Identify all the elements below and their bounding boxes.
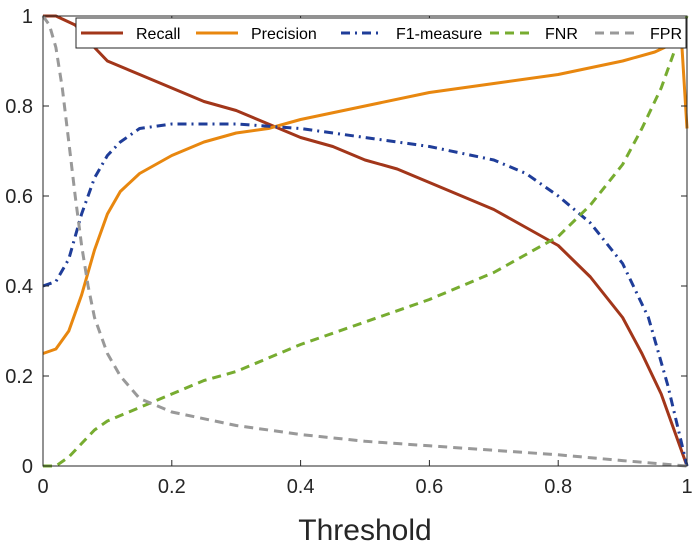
y-tick-label: 0.6	[5, 186, 33, 208]
series-line-precision	[42, 23, 689, 355]
y-tick-label: 0.2	[5, 366, 33, 388]
x-axis: 0 0.2 0.4 0.6 0.8 1	[37, 16, 693, 498]
series-line-f1-measure	[42, 122, 689, 467]
x-tick-label: 0.2	[158, 476, 186, 498]
y-axis: 0 0.2 0.4 0.6 0.8 1	[5, 6, 687, 478]
x-tick-label: 0.6	[415, 476, 443, 498]
legend-label: FPR	[650, 26, 682, 43]
legend-label: Precision	[251, 26, 317, 43]
y-tick-label: 0.4	[5, 276, 33, 298]
legend-box	[75, 17, 687, 49]
x-tick-label: 0	[37, 476, 48, 498]
y-tick-label: 1	[22, 6, 33, 28]
plot-lines	[41, 14, 689, 468]
y-tick-label: 0.8	[5, 96, 33, 118]
x-tick-label: 0.8	[544, 476, 572, 498]
legend: Recall Precision F1-measure FNR FPR	[75, 17, 687, 49]
axes-box	[42, 15, 688, 467]
x-tick-label: 0.4	[287, 476, 315, 498]
series-line-fnr	[43, 15, 689, 468]
series-line-fpr	[41, 15, 688, 468]
x-tick-label: 1	[681, 476, 692, 498]
y-tick-label: 0	[22, 456, 33, 478]
legend-label: Recall	[136, 26, 180, 43]
series-line-recall	[43, 14, 689, 467]
legend-label: FNR	[545, 26, 578, 43]
x-axis-title: Threshold	[298, 514, 431, 547]
legend-label: F1-measure	[396, 26, 482, 43]
